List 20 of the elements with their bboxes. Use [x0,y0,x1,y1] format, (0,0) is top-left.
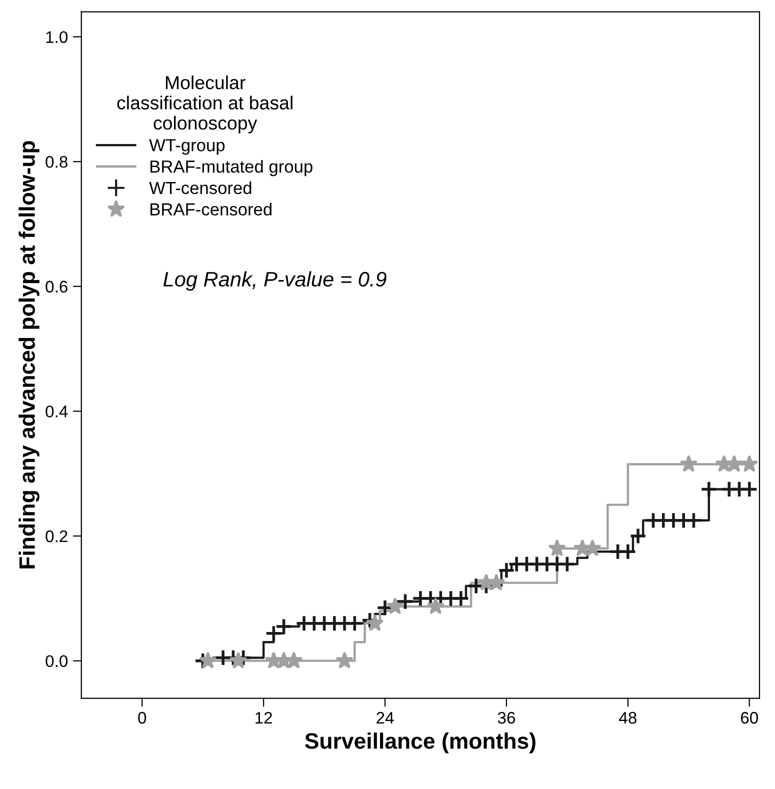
legend-title: Molecular classification at basal colonoscopy [117,76,292,134]
y-tick-label: 0.6 [46,280,68,293]
legend-label: WT-censored [149,181,252,194]
y-tick-label: 0.0 [46,655,68,668]
x-tick-label: 24 [376,712,394,724]
y-tick-label: 1.0 [46,31,68,43]
legend-label: WT-group [149,139,225,155]
y-tick-label: 0.8 [46,156,68,168]
y-tick-label: 0.4 [46,406,68,418]
annotation: Log Rank, P-value = 0.9 [163,271,386,291]
x-tick-label: 0 [138,712,146,724]
legend-label: BRAF-mutated group [150,160,312,176]
x-tick-label: 48 [619,712,636,724]
y-tick-label: 0.2 [46,530,68,542]
y-axis-title: Finding any advanced polyp at follow-up [18,141,40,568]
x-axis-title: Surveillance (months) [305,732,536,754]
x-tick-label: 12 [256,712,272,724]
x-tick-label: 36 [498,712,516,724]
legend-label: BRAF-censored [150,202,272,216]
x-tick-label: 60 [740,712,758,724]
